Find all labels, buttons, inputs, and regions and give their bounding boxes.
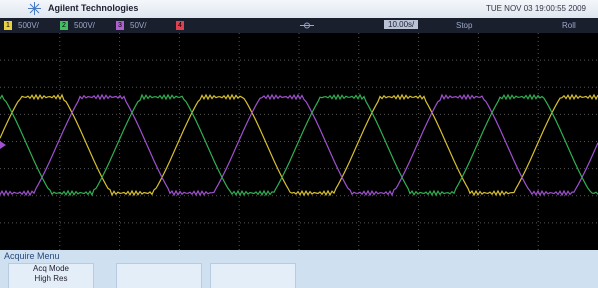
timebase[interactable]: 10.00s/ [384, 20, 418, 29]
softkey-value: High Res [9, 274, 93, 284]
softkey[interactable] [116, 263, 202, 288]
softkey-menu: Acquire Menu Acq Mode High Res [0, 250, 598, 288]
run-state: Stop [456, 21, 472, 30]
ground-marker [0, 141, 6, 149]
channel-badge[interactable]: 1 [4, 21, 12, 30]
status-bar: 1 500V/ 2 500V/ 3 50V/ 4 10.00s/ Stop Ro… [0, 18, 598, 33]
acquisition-mode: Roll [562, 21, 576, 30]
channel-badge[interactable]: 2 [60, 21, 68, 30]
oscilloscope-screen: Agilent Technologies TUE NOV 03 19:00:55… [0, 0, 598, 288]
channel-badge[interactable]: 3 [116, 21, 124, 30]
channel-scale: 500V/ [18, 21, 39, 30]
trigger-icon [300, 21, 314, 30]
brand: Agilent Technologies [48, 3, 138, 13]
softkey-label: Acq Mode [9, 264, 93, 274]
title-bar: Agilent Technologies TUE NOV 03 19:00:55… [0, 0, 598, 18]
channel-scale: 50V/ [130, 21, 146, 30]
waveform-display [0, 33, 598, 250]
menu-title: Acquire Menu [4, 251, 60, 261]
logo [28, 2, 41, 15]
channel-badge[interactable]: 4 [176, 21, 184, 30]
softkey[interactable]: Acq Mode High Res [8, 263, 94, 288]
channel-scale: 500V/ [74, 21, 95, 30]
datetime: TUE NOV 03 19:00:55 2009 [486, 4, 586, 13]
softkey[interactable] [210, 263, 296, 288]
